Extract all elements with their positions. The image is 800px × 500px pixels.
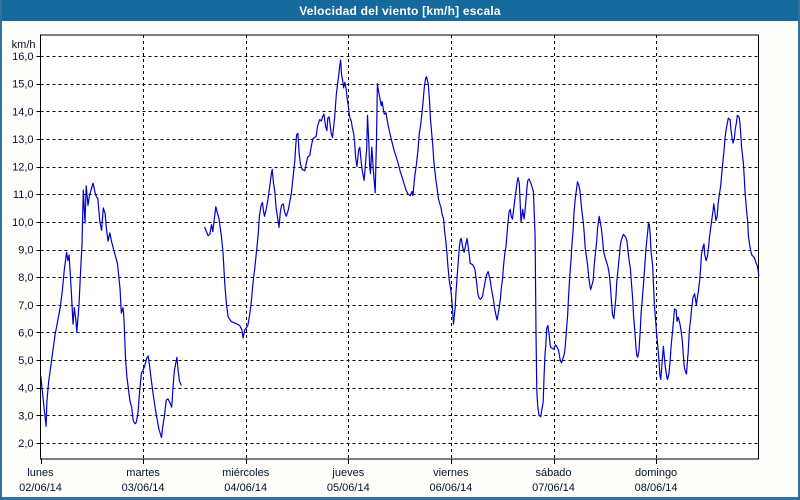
axis-label: km/h [12,39,36,51]
axis-label: 6,0 [18,327,33,339]
day-label: jueves 05/06/14 [327,467,370,494]
axis-label: 08/06/14 [635,482,678,494]
axis-label: domingo [635,467,677,479]
wind-speed-line [40,182,182,439]
axis-label: 04/06/14 [224,482,267,494]
wind-speed-series [40,59,760,439]
axis-label: 12,0 [12,162,33,174]
axis-label: 9,0 [18,245,33,257]
x-axis-labels: lunes 02/06/14 martes 03/06/14 miércoles 04/0… [19,467,677,494]
axis-label: sábado [535,467,571,479]
day-label: viernes 06/06/14 [429,467,472,494]
axis-label: 5,0 [18,355,33,367]
axis-label: 06/06/14 [429,482,472,494]
day-label: sábado 07/06/14 [532,467,575,494]
axis-label: 14,0 [12,106,33,118]
axis-label: 8,0 [18,272,33,284]
window-titlebar[interactable]: Velocidad del viento [km/h] escala [2,0,798,21]
axis-label: 16,0 [12,51,33,63]
axis-label: martes [126,467,160,479]
axis-label: 10,0 [12,217,33,229]
axis-label: 05/06/14 [327,482,370,494]
plot-area [40,35,759,459]
axis-label: viernes [433,467,469,479]
wind-speed-chart: 16,0 15,0 14,0 13,0 12,0 11,0 10,0 9,0 8,0 7,0 6,0… [2,21,798,497]
axis-label: 2,0 [18,438,33,450]
gridlines [40,35,759,459]
day-label: martes 03/06/14 [122,467,165,494]
axis-label: 07/06/14 [532,482,575,494]
day-label: miércoles 04/06/14 [222,467,270,494]
window-title: Velocidad del viento [km/h] escala [299,3,501,18]
axis-label: jueves [331,467,364,479]
day-label: domingo 08/06/14 [635,467,678,494]
axis-label: 3,0 [18,410,33,422]
axis-label: lunes [27,467,54,479]
axis-label: 15,0 [12,79,33,91]
axis-label: 03/06/14 [122,482,165,494]
wind-speed-chart-canvas: 16,0 15,0 14,0 13,0 12,0 11,0 10,0 9,0 8,0 7,0 6,0… [2,21,798,497]
axis-label: 7,0 [18,300,33,312]
wind-speed-line [204,59,760,418]
axis-label: miércoles [222,467,270,479]
axis-label: 4,0 [18,383,33,395]
day-label: lunes 02/06/14 [19,467,62,494]
y-axis-labels: 16,0 15,0 14,0 13,0 12,0 11,0 10,0 9,0 8,0 7,0 6,0… [12,39,36,450]
axis-label: 11,0 [13,189,34,201]
axis-ticks [36,56,657,464]
plot-border [40,34,760,460]
axis-label: 02/06/14 [19,482,62,494]
axis-label: 13,0 [12,134,33,146]
